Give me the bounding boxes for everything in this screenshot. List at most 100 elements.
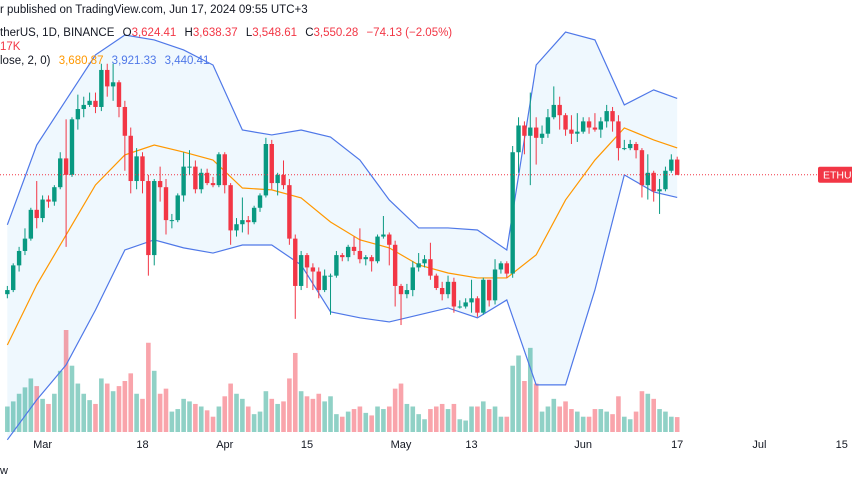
- volume-bar: [604, 411, 609, 432]
- candle-body: [486, 279, 492, 301]
- candle-body: [492, 269, 498, 301]
- volume-bar: [322, 401, 327, 432]
- candle-body: [246, 220, 251, 223]
- candle-body: [52, 187, 57, 202]
- candle-body: [275, 174, 280, 184]
- volume-bar: [257, 411, 263, 432]
- candle-body: [175, 195, 180, 221]
- candle-body: [481, 279, 486, 313]
- volume-bar: [510, 365, 515, 432]
- candle-body: [87, 100, 92, 105]
- candle-body: [134, 156, 139, 182]
- volume-bar: [386, 406, 392, 432]
- volume-bar: [469, 406, 474, 432]
- volume-bar: [104, 383, 110, 432]
- volume-bar: [328, 396, 333, 432]
- candle-body: [392, 244, 398, 286]
- band-line: [6, 173, 678, 441]
- volume-bar: [410, 406, 416, 432]
- volume-label: 17K: [0, 41, 21, 53]
- candle-body: [363, 257, 368, 260]
- volume-bar: [175, 409, 181, 432]
- candle-body: [58, 158, 63, 188]
- candle-body: [281, 174, 286, 186]
- volume-bar: [163, 388, 169, 432]
- volume-bar: [69, 365, 75, 432]
- candle-body: [122, 106, 128, 136]
- ohlc-value: 3,550.28: [313, 27, 359, 39]
- volume-bar: [357, 406, 363, 432]
- volume-bar: [392, 388, 398, 432]
- candle-body: [99, 69, 104, 107]
- candle-body: [610, 111, 615, 122]
- volume-bar: [46, 403, 51, 432]
- candle-body: [251, 207, 257, 223]
- candle-body: [598, 121, 604, 130]
- candle-body: [651, 172, 656, 192]
- volume-bar: [416, 414, 421, 432]
- volume-bar: [228, 383, 233, 432]
- volume-bar: [627, 419, 633, 432]
- candle-body: [46, 199, 51, 202]
- candle-body: [28, 209, 34, 239]
- volume-bar: [363, 412, 369, 432]
- band-value: 3,680.87: [58, 55, 104, 67]
- volume-bar: [381, 409, 386, 432]
- volume-bar: [433, 406, 439, 432]
- ohlc-line: therUS, 1D, BINANCE O3,624.41 H3,638.37 …: [0, 26, 457, 40]
- volume-bar: [269, 398, 275, 432]
- candle-body: [381, 234, 386, 237]
- volume-bar: [240, 398, 245, 432]
- candle-body: [163, 187, 169, 221]
- volume-bar: [498, 416, 504, 432]
- ohlc-key: O: [122, 27, 132, 39]
- candle-body: [257, 195, 263, 208]
- candle-body: [293, 238, 298, 286]
- candle-body: [657, 189, 662, 192]
- volume-bar: [334, 414, 339, 432]
- volume-bar: [610, 414, 615, 432]
- candle-body: [69, 119, 75, 175]
- candle-body: [516, 125, 521, 153]
- band-value: 3,440.41: [164, 55, 210, 67]
- candle-body: [157, 181, 163, 188]
- candle-body: [528, 127, 533, 136]
- volume-bar: [52, 393, 57, 432]
- volume-bar: [598, 409, 604, 432]
- candle-body: [345, 246, 351, 258]
- candle-body: [575, 131, 580, 134]
- volume-bar: [251, 414, 257, 432]
- ohlc-key: C: [305, 27, 314, 39]
- candle-body: [5, 290, 10, 295]
- candle-body: [351, 246, 357, 251]
- volume-bar: [204, 410, 210, 432]
- candle-body: [375, 236, 380, 262]
- x-tick-label: Jun: [574, 439, 592, 451]
- volume-bar: [263, 391, 269, 432]
- candle-body: [187, 166, 192, 168]
- candle-body: [310, 267, 316, 272]
- volume-bar: [22, 387, 28, 432]
- candle-body: [674, 159, 680, 175]
- volume-bar: [351, 409, 357, 432]
- volume-line: 17K: [0, 40, 25, 54]
- volume-bar: [492, 406, 498, 432]
- candle-body: [633, 144, 639, 151]
- volume-bar: [16, 393, 22, 432]
- last-price-box: [818, 166, 852, 183]
- volume-bar: [40, 398, 45, 432]
- candle-body: [116, 82, 122, 107]
- candle-body: [539, 133, 545, 138]
- published-line: r published on TradingView.com, Jun 17, …: [0, 3, 313, 17]
- volume-bar: [5, 406, 10, 432]
- volume-bar: [616, 396, 621, 432]
- candle-body: [622, 148, 627, 150]
- candle-body: [357, 250, 363, 260]
- volume-bar: [63, 330, 69, 432]
- ohlc-value: 3,548.61: [252, 27, 297, 39]
- x-tick-label: Mar: [33, 439, 52, 451]
- candle-body: [451, 281, 457, 307]
- volume-bar: [657, 409, 662, 432]
- volume-bar: [187, 401, 192, 432]
